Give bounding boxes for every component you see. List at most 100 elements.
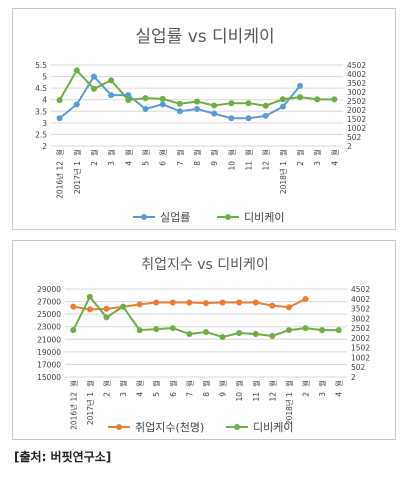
- data-point: [169, 299, 176, 306]
- x-tick-label-line1: 월: [317, 380, 327, 387]
- x-tick-label-line2: 8: [202, 392, 211, 397]
- y-left-tick-label: 2: [42, 142, 47, 151]
- x-tick-label: 2017년 1 월: [72, 149, 82, 194]
- x-tick-label: 3월: [118, 380, 128, 397]
- data-point: [186, 299, 193, 306]
- x-tick-label-line1: 월: [295, 149, 305, 156]
- data-point: [262, 102, 269, 109]
- x-tick-label-line2: 4: [335, 392, 344, 397]
- x-tick-label-line1: 월: [209, 149, 219, 156]
- x-tick-label-line2: 2: [102, 392, 111, 397]
- data-point: [90, 85, 97, 92]
- data-point: [194, 98, 200, 105]
- y-left-tick-label: 21000: [37, 335, 61, 344]
- x-tick-label: 2018년 1 월: [284, 380, 294, 425]
- x-tick-label-line1: 월: [72, 149, 82, 156]
- y-left-tick-label: 27000: [37, 298, 61, 307]
- data-point: [252, 331, 259, 338]
- y-left-tick-label: 4: [42, 96, 47, 105]
- data-point: [262, 112, 269, 119]
- y-right-tick-label: 2002: [347, 106, 366, 115]
- x-tick-label-line2: 2018년 1: [284, 392, 294, 425]
- x-tick-label-line2: 11: [245, 161, 254, 171]
- x-tick-label-line2: 4: [330, 161, 339, 166]
- y-right-tick-label: 3002: [347, 88, 366, 97]
- data-point: [73, 101, 80, 108]
- data-point: [252, 299, 259, 306]
- y-right-tick-label: 502: [347, 133, 362, 142]
- data-point: [228, 100, 235, 107]
- data-point: [285, 304, 292, 311]
- y-right-tick-label: 4002: [351, 295, 370, 304]
- x-tick-label-line1: 월: [244, 149, 254, 156]
- data-point: [297, 94, 304, 101]
- x-tick-label-line1: 월: [135, 380, 145, 387]
- data-point: [203, 329, 209, 336]
- x-tick-label-line1: 월: [101, 380, 111, 387]
- legend-swatch-marker: [141, 214, 147, 220]
- data-point: [236, 330, 243, 337]
- chart-title: 취업지수 vs 디비케이: [141, 257, 269, 273]
- data-point: [279, 96, 286, 103]
- x-tick-label-line2: 5: [141, 161, 150, 166]
- data-point: [279, 103, 286, 110]
- x-tick-label: 4월: [329, 149, 339, 166]
- x-tick-label-line1: 월: [201, 380, 211, 387]
- data-point: [269, 302, 276, 309]
- x-tick-label-line1: 월: [158, 149, 168, 156]
- x-tick-label-line1: 월: [284, 380, 294, 387]
- y-right-tick-label: 3502: [347, 79, 366, 88]
- y-left-tick-label: 25000: [37, 310, 61, 319]
- x-tick-label-line1: 월: [123, 149, 133, 156]
- x-tick-label: 2016년 12 월: [55, 149, 65, 199]
- legend-swatch-marker: [116, 424, 122, 430]
- data-point: [136, 327, 143, 334]
- x-tick-label-line2: 2: [90, 161, 99, 166]
- x-tick-label-line1: 월: [68, 380, 78, 387]
- chart-panel-unemployment: 실업률 vs 디비케이 2 2.5 3 3.5 4 4.5 5 5.5 2 502 1002 1502 2…: [12, 8, 396, 230]
- x-tick-label: 11 월: [244, 149, 254, 171]
- chart-panel-employment: 취업지수 vs 디비케이 15000 17000 19000 21000 23000 250…: [12, 240, 396, 440]
- x-tick-label-line1: 월: [329, 149, 339, 156]
- y-right-tick-label: 2502: [347, 97, 366, 106]
- data-point: [335, 327, 342, 334]
- data-point: [142, 105, 149, 112]
- data-point: [90, 73, 97, 80]
- data-point: [73, 67, 80, 74]
- x-tick-label: 2월: [301, 380, 311, 397]
- y-right-tick-label: 3502: [351, 305, 370, 314]
- data-point: [70, 327, 77, 334]
- data-point: [314, 96, 321, 103]
- data-point: [86, 306, 93, 313]
- x-tick-label-line1: 월: [226, 149, 236, 156]
- data-point: [228, 115, 235, 122]
- data-point: [142, 95, 149, 102]
- x-tick-label-line2: 6: [169, 392, 178, 397]
- x-tick-label-line1: 월: [118, 380, 128, 387]
- x-tick-label-line2: 10: [227, 161, 236, 171]
- x-tick-label-line2: 2: [296, 161, 305, 166]
- x-tick-label-line2: 7: [185, 392, 194, 397]
- legend-label: 실업률: [160, 211, 190, 224]
- x-tick-label-line2: 12: [262, 161, 271, 171]
- data-point: [219, 299, 226, 306]
- y-right-tick-label: 1002: [351, 353, 370, 362]
- y-left-tick-label: 3.5: [35, 107, 47, 116]
- y-left-tick-label: 17000: [37, 360, 61, 369]
- legend-label: 디비케이: [244, 211, 284, 224]
- x-tick-label-line2: 2017년 1: [72, 161, 82, 194]
- x-tick-label: 2월: [101, 380, 111, 397]
- x-tick-label: 6월: [158, 149, 168, 166]
- legend-swatch-marker: [225, 214, 231, 220]
- legend-swatch-marker: [234, 424, 240, 430]
- data-point: [186, 331, 193, 338]
- y-left-tick-label: 15000: [37, 373, 61, 382]
- x-tick-label: 7월: [175, 149, 185, 166]
- y-right-tick-label: 2: [347, 142, 352, 151]
- x-tick-label: 2월: [295, 149, 305, 166]
- x-tick-label-line2: 3: [119, 392, 128, 397]
- data-point: [169, 325, 176, 332]
- x-tick-label: 6월: [168, 380, 178, 397]
- y-right-tick-label: 1502: [351, 344, 370, 353]
- x-tick-label-line1: 월: [301, 380, 311, 387]
